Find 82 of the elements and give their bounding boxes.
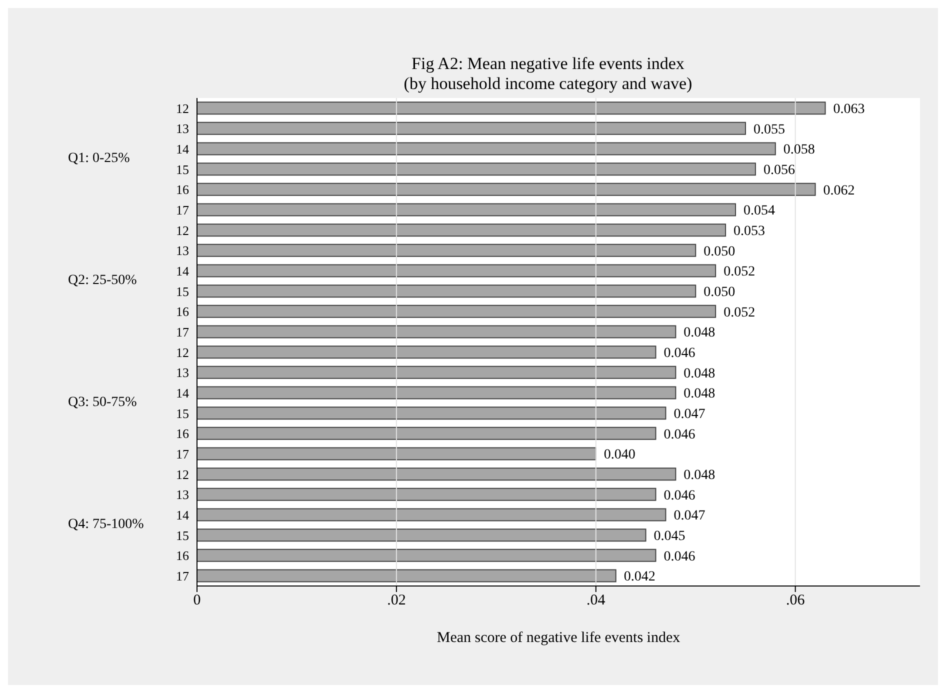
- bar: [197, 528, 646, 542]
- bar: [197, 508, 666, 522]
- y-tick-label: 12: [176, 466, 189, 482]
- y-tick-label: 16: [176, 304, 190, 320]
- y-tick-label: 17: [176, 446, 190, 462]
- data-label: 0.063: [833, 102, 865, 118]
- bar: [197, 548, 656, 562]
- y-tick-label: 15: [176, 284, 189, 299]
- y-tick-label: 17: [176, 324, 190, 340]
- y-axis-title: Q1: 0-25%: [68, 151, 130, 166]
- y-tick-label: 17: [176, 568, 190, 584]
- x-tick-label: .04: [586, 592, 606, 609]
- bar: [197, 102, 826, 115]
- data-label: 0.050: [704, 285, 736, 300]
- y-tick-label: 12: [176, 222, 189, 238]
- data-label: 0.047: [674, 508, 706, 524]
- bar: [197, 569, 616, 582]
- data-label: 0.058: [783, 142, 815, 158]
- y-axis-title: Q2: 25-50%: [68, 273, 137, 288]
- data-label: 0.048: [684, 468, 716, 484]
- data-label: 0.053: [734, 224, 766, 240]
- bar: [197, 203, 736, 216]
- bar: [197, 325, 676, 338]
- bar: [197, 122, 746, 135]
- bar: [197, 386, 676, 400]
- bar: [197, 447, 596, 460]
- bar: [197, 224, 726, 237]
- data-label: 0.047: [674, 407, 706, 422]
- bar: [197, 182, 816, 196]
- bar: [197, 264, 716, 278]
- bar: [197, 488, 656, 501]
- data-label: 0.046: [664, 549, 696, 564]
- bar: [197, 346, 656, 359]
- bar: [197, 304, 716, 318]
- y-tick-label: 12: [176, 344, 189, 360]
- bar: [197, 244, 696, 257]
- x-tick-label: .06: [786, 592, 806, 609]
- bar: [197, 406, 666, 420]
- y-tick-label: 12: [176, 100, 189, 116]
- chart-title: Fig A2: Mean negative life events index (by household income category and wave): [404, 54, 692, 95]
- bar: [197, 366, 676, 379]
- y-tick-label: 13: [176, 365, 189, 380]
- y-tick-label: 14: [176, 263, 190, 278]
- data-label: 0.048: [684, 366, 716, 382]
- y-tick-label: 16: [176, 182, 190, 198]
- data-label: 0.046: [664, 346, 696, 362]
- data-label: 0.040: [604, 448, 636, 463]
- y-axis-title: Q4: 75-100%: [68, 517, 144, 532]
- bar: [197, 142, 776, 156]
- y-tick-label: 14: [176, 385, 190, 400]
- bar: [197, 284, 696, 298]
- bar: [197, 162, 756, 176]
- y-tick-label: 17: [176, 202, 190, 218]
- data-label: 0.052: [724, 305, 756, 320]
- data-label: 0.042: [624, 570, 656, 585]
- data-label: 0.054: [744, 204, 776, 219]
- data-label: 0.046: [664, 488, 696, 504]
- data-label: 0.050: [704, 244, 736, 260]
- y-tick-label: 13: [176, 121, 189, 136]
- data-label: 0.056: [763, 163, 795, 178]
- y-tick-label: 15: [176, 406, 189, 421]
- y-tick-label: 13: [176, 487, 189, 502]
- y-axis-title: Q3: 50-75%: [68, 395, 137, 410]
- bar: [197, 468, 676, 481]
- y-tick-label: 15: [176, 162, 189, 177]
- bar: [197, 426, 656, 440]
- data-label: 0.048: [684, 326, 716, 341]
- y-tick-label: 13: [176, 243, 189, 258]
- x-tick-label: 0: [193, 592, 201, 609]
- data-label: 0.046: [664, 427, 696, 442]
- y-tick-label: 14: [176, 507, 190, 522]
- data-label: 0.048: [684, 386, 716, 402]
- data-label: 0.055: [753, 122, 785, 138]
- x-axis-title: Mean score of negative life events index: [436, 630, 681, 646]
- data-label: 0.052: [724, 264, 756, 280]
- data-label: 0.045: [654, 529, 686, 544]
- y-tick-label: 16: [176, 548, 190, 564]
- y-tick-label: 16: [176, 426, 190, 442]
- data-label: 0.062: [823, 183, 855, 198]
- y-tick-label: 14: [176, 141, 190, 156]
- x-tick-label: .02: [387, 592, 406, 609]
- y-tick-label: 15: [176, 528, 189, 543]
